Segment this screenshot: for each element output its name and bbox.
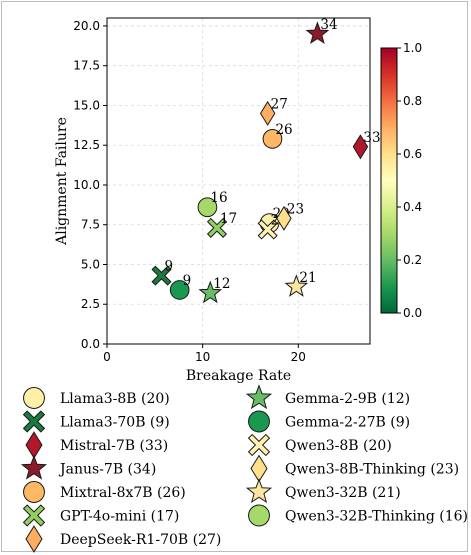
x-tick-label-1: 10 (195, 350, 210, 364)
colorbar-tick-label-0: 0.0 (403, 306, 422, 320)
data-point-label-10: 23 (287, 201, 304, 217)
data-point-label-12: 16 (210, 190, 227, 206)
data-point-10: 23 (276, 201, 304, 231)
data-point-label-1: 9 (165, 259, 174, 275)
x-axis-title: Breakage Rate (186, 368, 291, 384)
legend-label-3: Janus-7B (34) (58, 462, 156, 478)
data-point-label-6: 27 (271, 96, 288, 112)
data-point-label-5: 17 (220, 211, 237, 227)
data-point-6: 27 (259, 96, 288, 126)
y-tick-label-6: 15.0 (73, 98, 100, 112)
y-tick-label-4: 10.0 (73, 178, 100, 192)
legend-label-5: GPT-4o-mini (17) (60, 509, 179, 525)
data-points: 209333426172712920232116 (151, 17, 381, 304)
legend-item-8: Gemma-2-27B (9) (248, 410, 410, 433)
colorbar-tick-label-2: 0.4 (403, 200, 422, 214)
data-point-1: 9 (151, 259, 174, 286)
data-point-2: 33 (352, 130, 381, 160)
legend-item-10: Qwen3-8B-Thinking (23) (250, 454, 459, 483)
colorbar-tick-label-5: 1.0 (403, 41, 422, 55)
data-point-label-7: 12 (213, 276, 230, 292)
colorbar-tick-label-3: 0.6 (403, 147, 422, 161)
data-point-12: 16 (197, 190, 228, 218)
y-tick-label-2: 5.0 (81, 257, 100, 271)
legend-label-7: Gemma-2-9B (12) (285, 391, 410, 407)
legend-item-9: Qwen3-8B (20) (247, 433, 392, 457)
legend-label-6: DeepSeek-R1-70B (27) (60, 532, 221, 548)
legend-item-3: Janus-7B (34) (20, 454, 156, 480)
legend-label-9: Qwen3-8B (20) (285, 438, 392, 454)
legend-label-4: Mixtral-8x7B (26) (60, 485, 186, 501)
data-point-label-11: 21 (299, 270, 316, 286)
x-tick-label-2: 20 (291, 350, 306, 364)
data-point-label-8: 9 (183, 273, 192, 289)
colorbar-tick-label-4: 0.8 (403, 94, 422, 108)
axis-ticks: 0 10 20 0.0 2.5 5.0 7.5 10.0 12.5 15.0 17.5 20.0 (73, 19, 306, 364)
grid-lines (106, 18, 370, 345)
y-tick-label-7: 17.5 (73, 59, 100, 73)
legend-label-10: Qwen3-8B-Thinking (23) (285, 462, 459, 478)
legend-label-1: Llama3-70B (9) (60, 415, 170, 431)
legend-item-5: GPT-4o-mini (17) (22, 504, 179, 527)
data-point-8: 9 (169, 273, 192, 300)
y-tick-label-5: 12.5 (73, 138, 100, 152)
data-point-4: 26 (262, 122, 293, 149)
data-point-label-3: 34 (320, 17, 337, 33)
data-point-label-4: 26 (275, 122, 292, 138)
legend-label-2: Mistral-7B (33) (60, 438, 168, 454)
data-point-3: 34 (305, 17, 338, 44)
legend-label-12: Qwen3-32B-Thinking (16) (285, 509, 468, 525)
data-point-5: 17 (206, 211, 237, 238)
legend-item-6: DeepSeek-R1-70B (27) (25, 525, 221, 553)
plot-area (106, 17, 371, 345)
x-tick-label-0: 0 (103, 350, 111, 364)
data-point-11: 21 (284, 270, 317, 297)
y-axis-title: Alignment Failure (54, 117, 70, 246)
legend: Llama3-8B (20) Llama3-70B (9) Mistral-7B (… (20, 384, 468, 553)
legend-item-7: Gemma-2-9B (12) (245, 384, 410, 410)
y-tick-label-3: 7.5 (81, 218, 100, 232)
y-tick-label-1: 2.5 (81, 297, 100, 311)
legend-item-0: Llama3-8B (20) (23, 387, 170, 409)
y-tick-label-0: 0.0 (81, 337, 100, 351)
legend-label-11: Qwen3-32B (21) (285, 485, 401, 501)
data-point-label-2: 33 (363, 130, 380, 146)
colorbar-tick-label-1: 0.2 (403, 253, 422, 267)
legend-item-1: Llama3-70B (9) (22, 410, 170, 433)
legend-item-11: Qwen3-32B (21) (245, 478, 401, 504)
colorbar: 0.0 0.2 0.4 0.6 0.8 1.0 (380, 41, 422, 320)
legend-item-12: Qwen3-32B-Thinking (16) (248, 504, 468, 527)
data-point-7: 12 (198, 276, 230, 304)
colorbar-gradient (380, 47, 398, 314)
legend-item-2: Mistral-7B (33) (25, 431, 168, 459)
legend-label-8: Gemma-2-27B (9) (285, 415, 410, 431)
y-tick-label-8: 20.0 (73, 19, 100, 33)
legend-label-0: Llama3-8B (20) (60, 391, 170, 407)
legend-item-4: Mixtral-8x7B (26) (23, 481, 186, 503)
